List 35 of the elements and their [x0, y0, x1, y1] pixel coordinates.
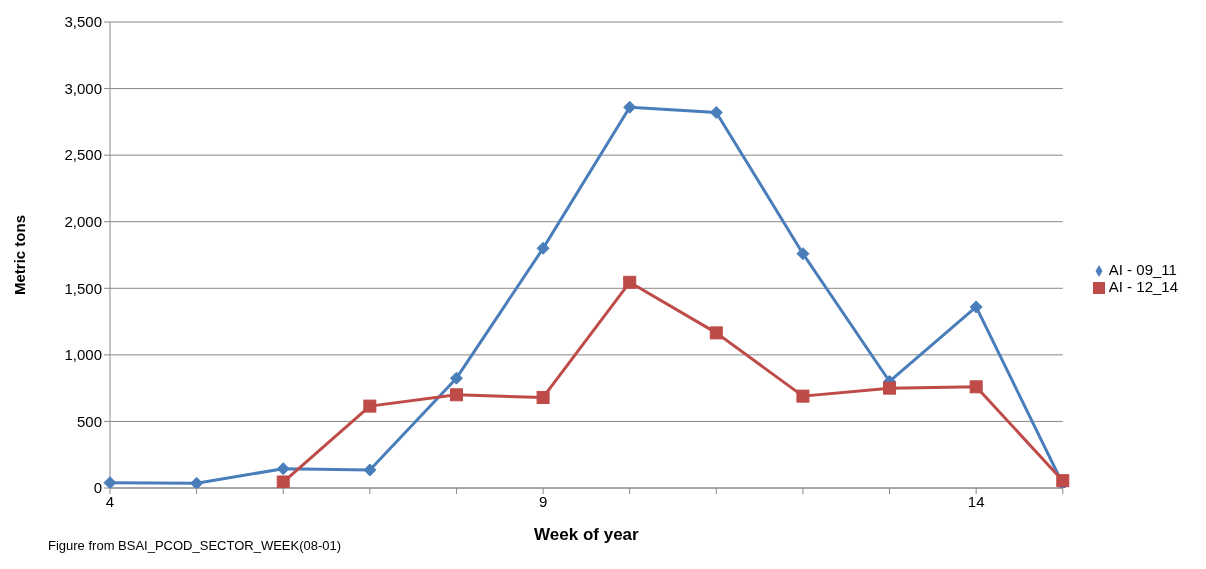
y-tick-label: 0: [93, 479, 102, 497]
y-tick-label: 3,000: [64, 79, 102, 97]
point: [103, 476, 117, 488]
point: [709, 326, 723, 340]
point: [276, 475, 290, 488]
y-tick-label: 1,500: [64, 279, 102, 297]
point: [363, 399, 377, 413]
y-axis-title: Metric tons: [11, 214, 29, 296]
point: [969, 300, 983, 314]
point: [883, 381, 897, 395]
point: [449, 388, 463, 402]
point: [623, 275, 637, 289]
point: [623, 100, 637, 114]
x-tick-label: 4: [105, 492, 115, 510]
point: [449, 371, 463, 385]
x-axis-title: Week of year: [534, 525, 640, 544]
legend-label: AI - 09_11: [1108, 261, 1177, 278]
point: [969, 380, 983, 394]
y-tick-label: 2,500: [64, 146, 102, 164]
legend-label: AI - 12_14: [1108, 278, 1178, 295]
point: [276, 462, 290, 476]
point: [536, 390, 550, 404]
text: Figure from BSAI_PCOD_SECTOR_WEEK(08-01): [48, 538, 342, 553]
point: [536, 241, 550, 255]
y-tick-label: 3,500: [64, 13, 102, 31]
x-tick-label: 14: [967, 492, 985, 510]
point: [796, 389, 810, 403]
y-tick-label: 1,000: [64, 346, 102, 364]
x-tick-label: 9: [538, 492, 548, 510]
y-tick-label: 2,000: [64, 213, 102, 231]
point: [363, 463, 377, 477]
y-tick-label: 500: [76, 412, 102, 430]
point: [709, 106, 723, 120]
point: [190, 476, 204, 488]
point: [796, 247, 810, 261]
